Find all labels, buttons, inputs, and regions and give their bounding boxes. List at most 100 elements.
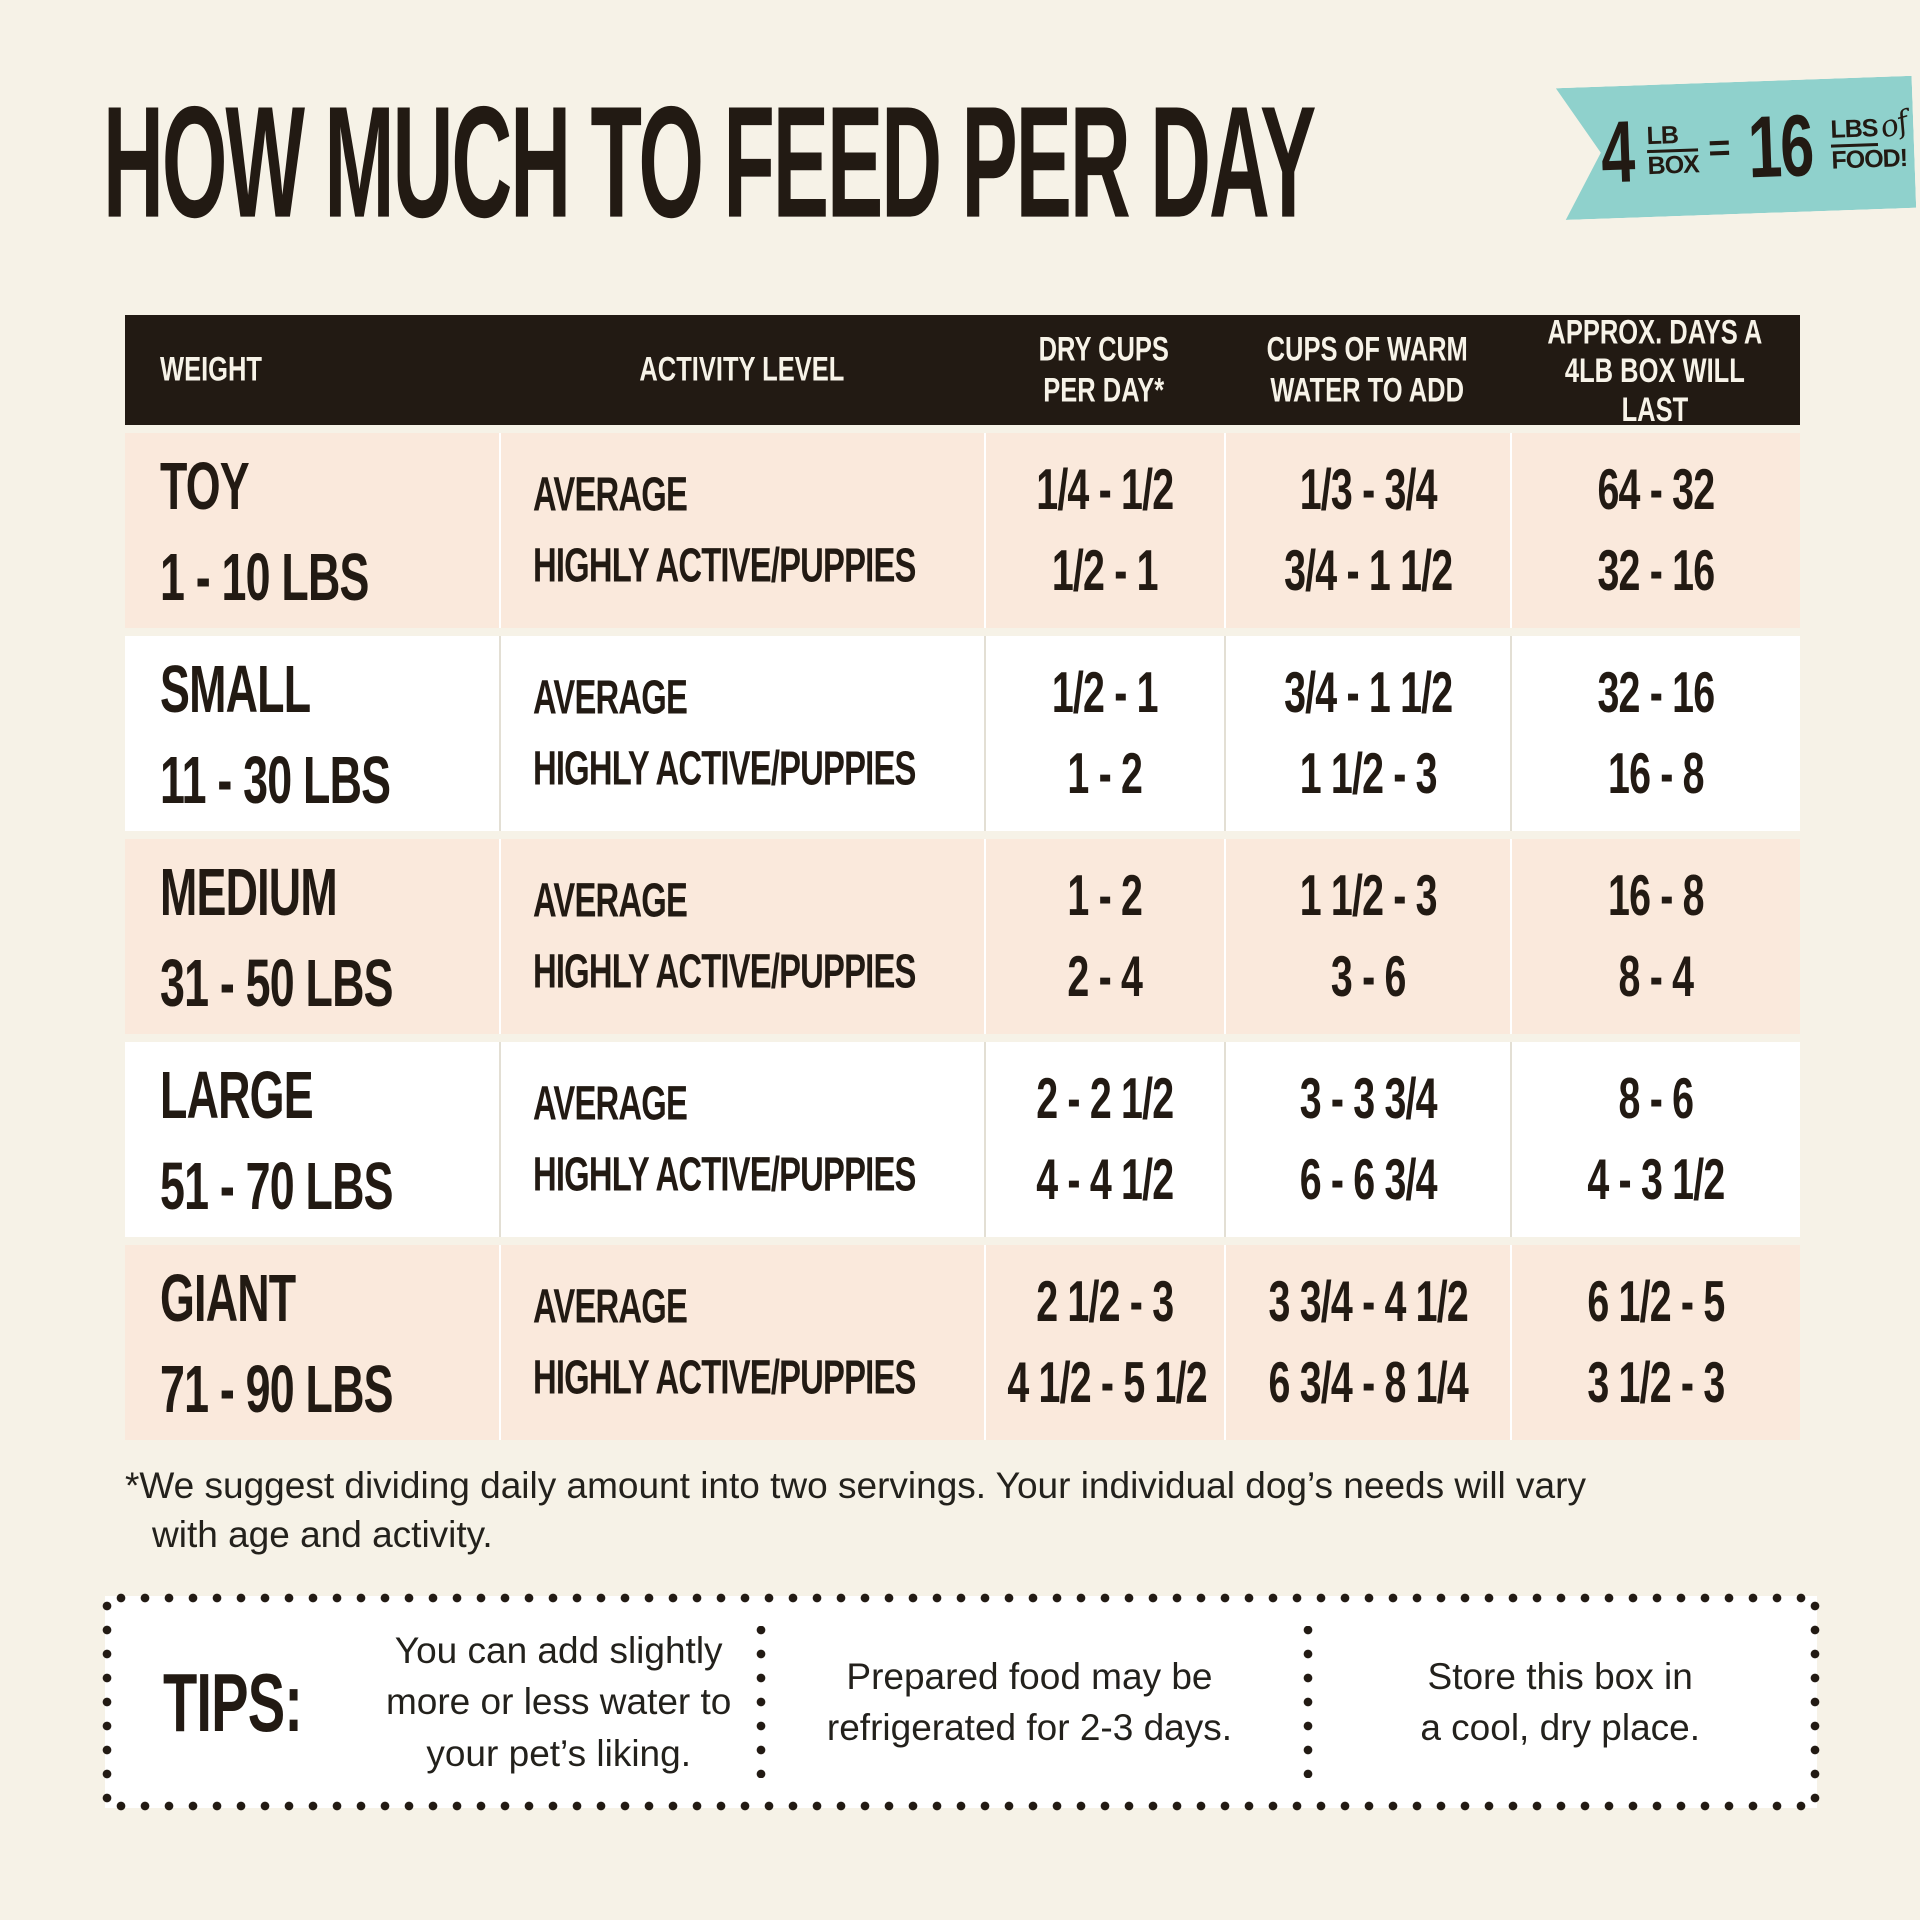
box-days-average: 8 - 6 <box>1618 1067 1694 1131</box>
box-days-average: 64 - 32 <box>1597 458 1716 522</box>
water-cups-average: 1/3 - 3/4 <box>1299 458 1437 522</box>
weight-cell: SMALL 11 - 30 LBS <box>125 636 499 831</box>
activity-cell: AVERAGE HIGHLY ACTIVE/PUPPIES <box>498 1245 985 1440</box>
dry-cups-cell: 2 1/2 - 3 4 1/2 - 5 1/2 <box>984 1245 1224 1440</box>
activity-high: HIGHLY ACTIVE/PUPPIES <box>532 1148 916 1201</box>
footnote-line-1: *We suggest dividing daily amount into t… <box>125 1465 1586 1506</box>
activity-cell: AVERAGE HIGHLY ACTIVE/PUPPIES <box>498 636 985 831</box>
tip-divider <box>755 1626 766 1778</box>
header-cell-dry-cups: DRY CUPS PER DAY* <box>1038 329 1170 409</box>
activity-high: HIGHLY ACTIVE/PUPPIES <box>532 1351 916 1404</box>
dry-cups-cell: 1/4 - 1/2 1/2 - 1 <box>984 433 1224 628</box>
tips-box: TIPS: You can add slightly more or less … <box>102 1593 1820 1811</box>
weight-range: 51 - 70 LBS <box>160 1147 394 1223</box>
water-cups-cell: 3/4 - 1 1/2 1 1/2 - 3 <box>1223 636 1510 831</box>
tip-item-water: You can add slightly more or less water … <box>385 1630 732 1774</box>
page-title: HOW MUCH TO FEED PER DAY <box>103 74 1316 252</box>
dry-cups-average: 1 - 2 <box>1067 864 1143 928</box>
water-cups-average: 3 3/4 - 4 1/2 <box>1268 1270 1468 1334</box>
dry-cups-average: 1/2 - 1 <box>1052 661 1159 725</box>
activity-high: HIGHLY ACTIVE/PUPPIES <box>532 539 916 592</box>
water-cups-average: 3/4 - 1 1/2 <box>1283 661 1453 725</box>
water-cups-high: 6 3/4 - 8 1/4 <box>1268 1351 1468 1415</box>
badge-left-unit-bottom: BOX <box>1647 150 1700 181</box>
tips-label-wrap: TIPS: <box>105 1656 362 1749</box>
badge-left-value: 4 <box>1599 102 1635 202</box>
dry-cups-cell: 1 - 2 2 - 4 <box>984 839 1224 1034</box>
water-cups-high: 3/4 - 1 1/2 <box>1283 539 1453 603</box>
activity-average: AVERAGE <box>532 874 688 927</box>
activity-high: HIGHLY ACTIVE/PUPPIES <box>532 945 916 998</box>
dry-cups-average: 2 - 2 1/2 <box>1036 1067 1175 1131</box>
box-days-cell: 32 - 16 16 - 8 <box>1510 636 1800 831</box>
water-cups-high: 1 1/2 - 3 <box>1299 742 1437 806</box>
activity-average: AVERAGE <box>532 468 688 521</box>
weight-size: TOY <box>160 447 250 523</box>
activity-average: AVERAGE <box>532 671 688 724</box>
badge-of-script: of <box>1875 104 1912 146</box>
badge-right-value: 16 <box>1746 96 1815 197</box>
badge-right-unit-top: LBS <box>1830 115 1878 147</box>
badge-left-unit: LB BOX <box>1646 121 1699 179</box>
weight-range: 11 - 30 LBS <box>160 741 391 817</box>
water-cups-high: 3 - 6 <box>1330 945 1406 1009</box>
activity-average: AVERAGE <box>532 1077 688 1130</box>
dry-cups-average: 1/4 - 1/2 <box>1036 458 1175 522</box>
box-days-average: 32 - 16 <box>1597 661 1716 725</box>
dry-cups-high: 1/2 - 1 <box>1052 539 1159 603</box>
tips-content: TIPS: You can add slightly more or less … <box>105 1596 1817 1808</box>
table-row-toy: TOY 1 - 10 LBS AVERAGE HIGHLY ACTIVE/PUP… <box>125 433 1800 628</box>
weight-size: SMALL <box>160 650 311 726</box>
tip-item-storage: Store this box in a cool, dry place. <box>1420 1655 1701 1748</box>
tip-item-refrigerate: Prepared food may be refrigerated for 2-… <box>826 1655 1233 1748</box>
header-cell-activity-level: ACTIVITY LEVEL <box>638 350 844 389</box>
water-cups-cell: 3 3/4 - 4 1/2 6 3/4 - 8 1/4 <box>1223 1245 1510 1440</box>
box-days-high: 32 - 16 <box>1597 539 1716 603</box>
weight-size: MEDIUM <box>160 853 338 929</box>
table-row-medium: MEDIUM 31 - 50 LBS AVERAGE HIGHLY ACTIVE… <box>125 839 1800 1034</box>
dry-cups-high: 4 - 4 1/2 <box>1036 1148 1175 1212</box>
water-cups-high: 6 - 6 3/4 <box>1299 1148 1437 1212</box>
table-header: WEIGHT ACTIVITY LEVEL DRY CUPS PER DAY* … <box>125 312 1800 429</box>
dry-cups-high: 1 - 2 <box>1067 742 1143 806</box>
header-cell-warm-water: CUPS OF WARM WATER TO ADD <box>1266 329 1468 409</box>
tips-border-left <box>102 1593 112 1811</box>
box-days-average: 16 - 8 <box>1608 864 1705 928</box>
activity-cell: AVERAGE HIGHLY ACTIVE/PUPPIES <box>498 433 985 628</box>
weight-cell: TOY 1 - 10 LBS <box>125 433 499 628</box>
weight-cell: LARGE 51 - 70 LBS <box>125 1042 499 1237</box>
box-days-cell: 16 - 8 8 - 4 <box>1510 839 1800 1034</box>
water-cups-cell: 3 - 3 3/4 6 - 6 3/4 <box>1223 1042 1510 1237</box>
activity-high: HIGHLY ACTIVE/PUPPIES <box>532 742 916 795</box>
badge-left-unit-top: LB <box>1646 121 1698 153</box>
box-days-high: 3 1/2 - 3 <box>1587 1351 1726 1415</box>
footnote-line-2: with age and activity. <box>152 1513 493 1555</box>
water-cups-cell: 1/3 - 3/4 3/4 - 1 1/2 <box>1223 433 1510 628</box>
box-days-average: 6 1/2 - 5 <box>1587 1270 1726 1334</box>
badge-right-unit-bottom: FOOD! <box>1831 143 1908 175</box>
header-cell-box-days: APPROX. DAYS A 4LB BOX WILL LAST <box>1547 312 1763 429</box>
dry-cups-cell: 1/2 - 1 1 - 2 <box>984 636 1224 831</box>
table-row-giant: GIANT 71 - 90 LBS AVERAGE HIGHLY ACTIVE/… <box>125 1245 1800 1440</box>
weight-range: 31 - 50 LBS <box>160 944 394 1020</box>
weight-cell: GIANT 71 - 90 LBS <box>125 1245 499 1440</box>
box-days-high: 16 - 8 <box>1608 742 1705 806</box>
activity-average: AVERAGE <box>532 1280 688 1333</box>
table-row-large: LARGE 51 - 70 LBS AVERAGE HIGHLY ACTIVE/… <box>125 1042 1800 1237</box>
tip-divider <box>1303 1626 1314 1778</box>
activity-cell: AVERAGE HIGHLY ACTIVE/PUPPIES <box>498 839 985 1034</box>
box-days-high: 8 - 4 <box>1618 945 1694 1009</box>
badge-equals-sign: = <box>1707 126 1732 170</box>
weight-range: 1 - 10 LBS <box>160 538 369 614</box>
water-cups-cell: 1 1/2 - 3 3 - 6 <box>1223 839 1510 1034</box>
box-days-cell: 6 1/2 - 5 3 1/2 - 3 <box>1510 1245 1800 1440</box>
badge-right-unit: LBS of FOOD! <box>1830 113 1910 173</box>
activity-cell: AVERAGE HIGHLY ACTIVE/PUPPIES <box>498 1042 985 1237</box>
table-row-small: SMALL 11 - 30 LBS AVERAGE HIGHLY ACTIVE/… <box>125 636 1800 831</box>
tips-border-right <box>1810 1593 1820 1811</box>
tips-label: TIPS: <box>163 1655 303 1749</box>
weight-cell: MEDIUM 31 - 50 LBS <box>125 839 499 1034</box>
box-days-cell: 64 - 32 32 - 16 <box>1510 433 1800 628</box>
dry-cups-high: 2 - 4 <box>1067 945 1143 1009</box>
